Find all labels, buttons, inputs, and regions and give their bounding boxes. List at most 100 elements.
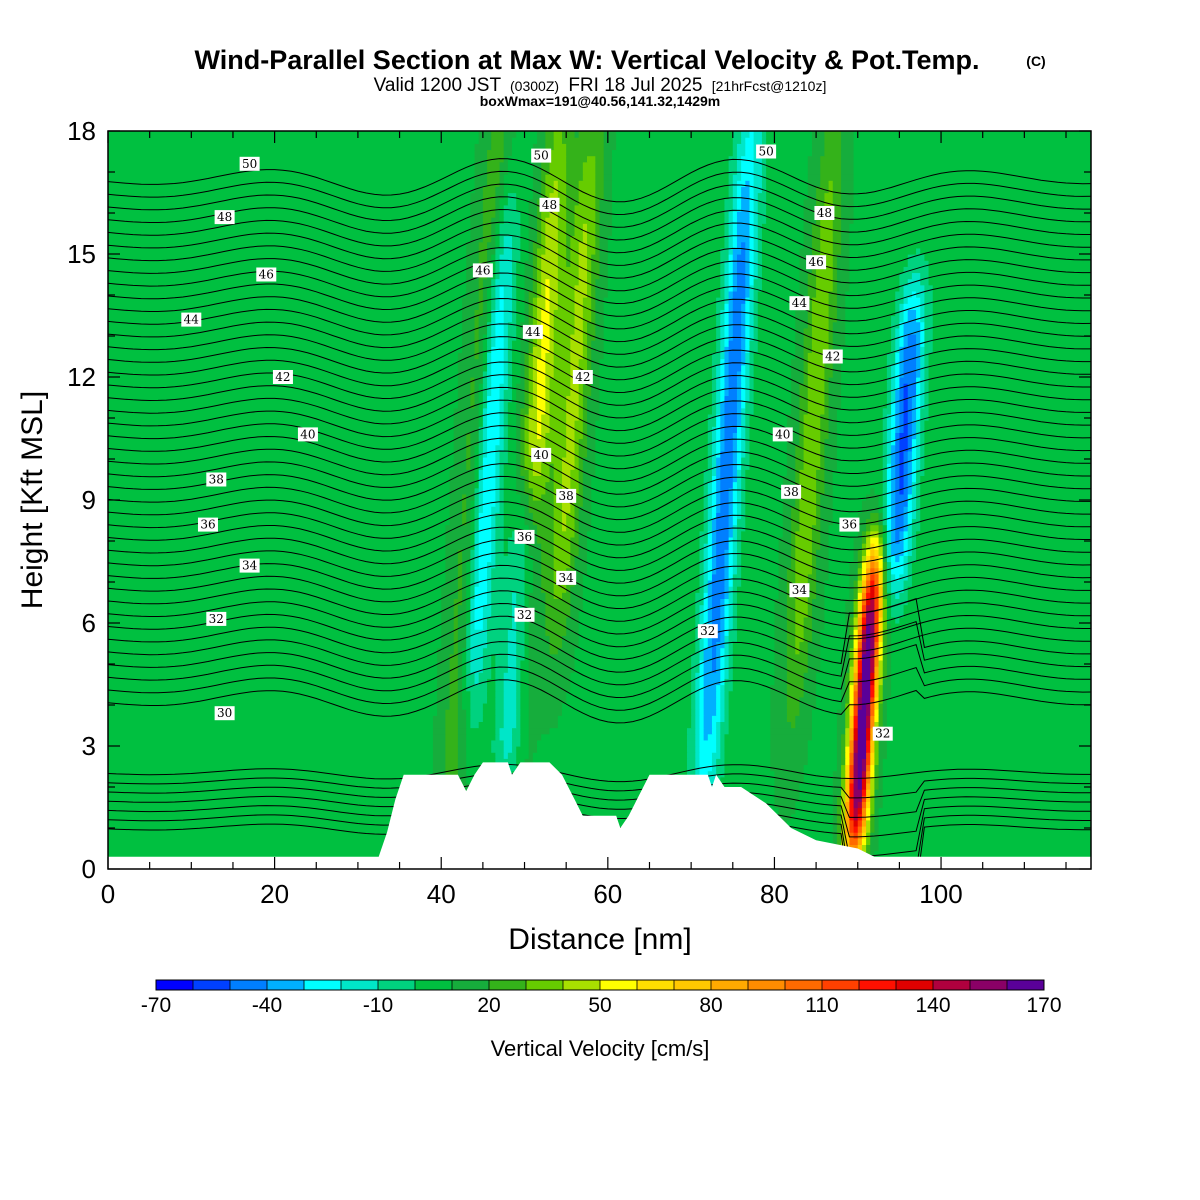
colorbar-tick-label: -10 <box>363 994 393 1017</box>
svg-text:44: 44 <box>525 325 541 339</box>
isentrope-line <box>108 183 1091 228</box>
x-tick-label: 80 <box>760 879 789 909</box>
svg-text:36: 36 <box>517 530 532 544</box>
svg-text:50: 50 <box>242 157 257 171</box>
isentrope-line <box>108 773 1091 799</box>
isentrope-label: 46 <box>472 263 493 278</box>
isentrope-label: 50 <box>756 144 777 159</box>
forecast-info: [21hrFcst@1210z] <box>712 78 827 94</box>
isentrope-label: 36 <box>514 529 535 544</box>
colorbar-swatch <box>341 980 379 990</box>
isentrope-label: 38 <box>781 484 802 499</box>
isentrope-line <box>108 361 1091 406</box>
plot-area: 50 48 46 44 42 40 38 36 34 32 30 50 48 46 44 42 40 38 36 34… <box>108 131 1091 869</box>
y-tick-label: 9 <box>82 485 96 515</box>
svg-text:36: 36 <box>200 518 215 532</box>
svg-text:34: 34 <box>559 571 575 585</box>
valid-date: FRI 18 Jul 2025 <box>568 75 702 96</box>
colorbar-swatch <box>526 980 564 990</box>
svg-text:38: 38 <box>209 473 224 487</box>
svg-text:40: 40 <box>300 427 315 441</box>
colorbar-swatch <box>415 980 453 990</box>
svg-text:48: 48 <box>817 206 832 220</box>
x-tick-label: 100 <box>919 879 962 909</box>
valid-prefix: Valid 1200 JST <box>374 75 502 96</box>
colorbar-swatch <box>711 980 749 990</box>
colorbar-swatch <box>230 980 268 990</box>
svg-text:40: 40 <box>534 448 549 462</box>
y-tick-label: 12 <box>67 362 96 392</box>
isentrope-line <box>108 437 1091 482</box>
isentrope-label: 32 <box>514 607 535 622</box>
svg-text:32: 32 <box>875 727 890 741</box>
colorbar-swatch <box>933 980 971 990</box>
colorbar-tick-label: 170 <box>1026 994 1061 1017</box>
colorbar-swatch <box>304 980 342 990</box>
isentrope-label: 44 <box>789 296 810 311</box>
colorbar-swatch <box>1007 980 1045 990</box>
svg-text:42: 42 <box>825 350 840 364</box>
colorbar-swatch <box>637 980 675 990</box>
x-axis-title: Distance [nm] <box>508 923 691 956</box>
isentrope-line <box>108 782 1091 818</box>
isentrope-line <box>108 386 1091 432</box>
svg-text:44: 44 <box>184 313 200 327</box>
isentrope-line <box>108 577 1091 622</box>
x-tick-label: 40 <box>427 879 456 909</box>
isentrope-line <box>108 513 1091 559</box>
colorbar-swatch <box>156 980 194 990</box>
isentrope-line <box>108 399 1091 444</box>
colorbar-swatch <box>896 980 934 990</box>
y-tick-label: 0 <box>82 854 96 884</box>
isentrope-label: 46 <box>806 255 827 270</box>
isentrope-label: 40 <box>531 447 552 462</box>
isentrope-line <box>108 615 1091 660</box>
colorbar-swatch <box>489 980 527 990</box>
svg-text:38: 38 <box>559 489 574 503</box>
isentrope-label: 30 <box>214 706 235 721</box>
colorbar-title: Vertical Velocity [cm/s] <box>491 1036 710 1061</box>
colorbar-swatch <box>859 980 897 990</box>
isentrope-line <box>108 602 1091 648</box>
svg-text:46: 46 <box>475 263 490 277</box>
chart-title: Wind-Parallel Section at Max W: Vertical… <box>195 45 980 75</box>
isentrope-line <box>108 323 1091 368</box>
isentrope-label: 44 <box>181 312 202 327</box>
box-info: boxWmax=191@40.56,141.32,1429m <box>480 93 721 109</box>
isentrope-label: 32 <box>697 624 718 639</box>
isentrope-label: 32 <box>206 611 227 626</box>
x-tick-label: 60 <box>593 879 622 909</box>
isentrope-line <box>108 450 1091 495</box>
colorbar-swatch <box>452 980 490 990</box>
svg-text:40: 40 <box>775 427 790 441</box>
valid-utc: (0300Z) <box>510 78 559 94</box>
isentrope-label: 50 <box>239 156 260 171</box>
isentrope-line <box>108 501 1091 546</box>
isentrope-label: 40 <box>772 427 793 442</box>
isentrope-label: 48 <box>539 197 560 212</box>
isentrope-line <box>108 488 1091 533</box>
isentrope-line <box>108 196 1091 241</box>
isentrope-line <box>108 170 1091 216</box>
isentrope-line <box>108 643 1091 699</box>
colorbar-tick-label: 50 <box>588 994 611 1017</box>
isentrope-label: 42 <box>572 370 593 384</box>
isentrope-line <box>108 475 1091 521</box>
colorbar-tick-label: 20 <box>477 994 500 1017</box>
isentrope-label: 38 <box>556 488 577 503</box>
isentrope-line <box>108 234 1091 279</box>
colorbar-swatch <box>970 980 1008 990</box>
y-axis-title: Height [Kft MSL] <box>16 391 49 609</box>
isentrope-line <box>108 297 1091 343</box>
isentrope-line <box>108 463 1091 508</box>
y-tick-label: 6 <box>82 608 96 638</box>
colorbar-tick-label: 110 <box>805 994 838 1017</box>
svg-text:48: 48 <box>217 210 232 224</box>
isentrope-label: 40 <box>297 427 318 442</box>
isentrope-label: 50 <box>531 148 552 163</box>
isentrope-line <box>108 272 1091 317</box>
isentrope-line <box>108 374 1091 419</box>
svg-text:36: 36 <box>842 518 857 532</box>
svg-text:34: 34 <box>242 559 258 573</box>
